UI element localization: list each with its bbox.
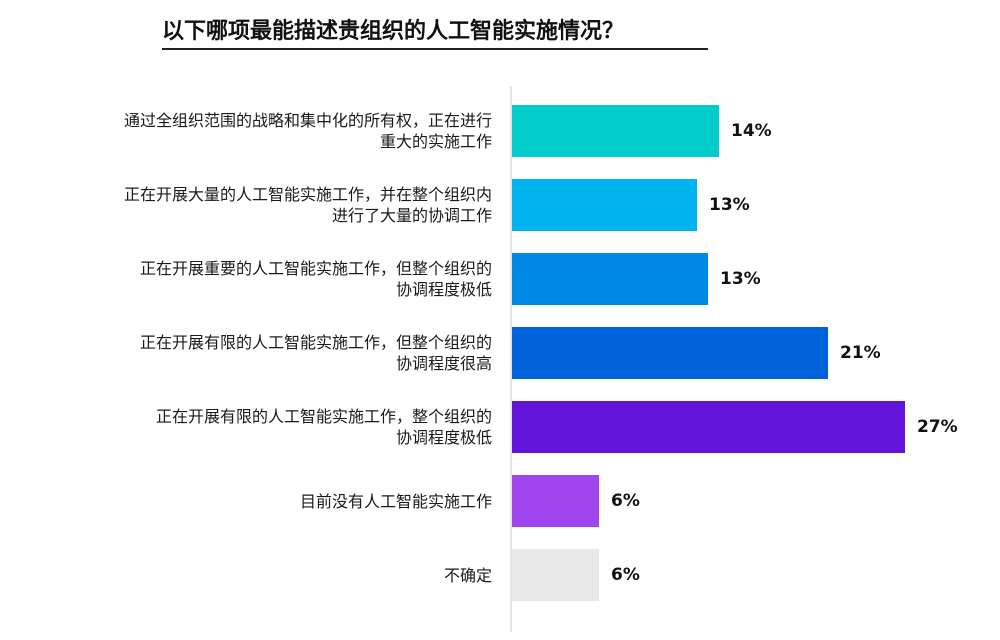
bar-row: 正在开展有限的人工智能实施工作，整个组织的协调程度极低 27% bbox=[0, 401, 1000, 453]
bar bbox=[512, 327, 828, 379]
bar bbox=[512, 105, 719, 157]
category-label: 目前没有人工智能实施工作 bbox=[12, 475, 492, 527]
bar bbox=[512, 401, 905, 453]
category-label: 正在开展大量的人工智能实施工作，并在整个组织内进行了大量的协调工作 bbox=[12, 179, 492, 231]
category-label-line: 正在开展重要的人工智能实施工作，但整个组织的 bbox=[139, 259, 492, 278]
bar bbox=[512, 475, 599, 527]
category-label-line: 正在开展大量的人工智能实施工作，并在整个组织内 bbox=[123, 185, 492, 204]
bar-row: 通过全组织范围的战略和集中化的所有权，正在进行重大的实施工作 14% bbox=[0, 105, 1000, 157]
category-label-line: 协调程度极低 bbox=[395, 428, 492, 447]
category-label-line: 重大的实施工作 bbox=[379, 132, 492, 151]
value-label: 13% bbox=[709, 195, 750, 215]
category-label-line: 目前没有人工智能实施工作 bbox=[299, 491, 492, 511]
value-label: 6% bbox=[611, 565, 640, 585]
category-label-line: 正在开展有限的人工智能实施工作，但整个组织的 bbox=[139, 333, 492, 352]
category-label-line: 不确定 bbox=[443, 565, 492, 585]
category-label: 通过全组织范围的战略和集中化的所有权，正在进行重大的实施工作 bbox=[12, 105, 492, 157]
bar-row: 正在开展大量的人工智能实施工作，并在整个组织内进行了大量的协调工作 13% bbox=[0, 179, 1000, 231]
value-label: 27% bbox=[917, 417, 958, 437]
bar-row: 不确定 6% bbox=[0, 549, 1000, 601]
value-label: 6% bbox=[611, 491, 640, 511]
bar-row: 正在开展重要的人工智能实施工作，但整个组织的协调程度极低 13% bbox=[0, 253, 1000, 305]
bar bbox=[512, 549, 599, 601]
value-label: 21% bbox=[840, 343, 881, 363]
category-label: 不确定 bbox=[12, 549, 492, 601]
bar bbox=[512, 179, 697, 231]
category-label-line: 通过全组织范围的战略和集中化的所有权，正在进行 bbox=[123, 111, 492, 130]
value-label: 13% bbox=[720, 269, 761, 289]
bar-row: 正在开展有限的人工智能实施工作，但整个组织的协调程度很高 21% bbox=[0, 327, 1000, 379]
category-label-line: 协调程度极低 bbox=[395, 280, 492, 299]
bar bbox=[512, 253, 708, 305]
category-label-line: 正在开展有限的人工智能实施工作，整个组织的 bbox=[155, 407, 492, 426]
category-axis-line bbox=[510, 86, 512, 632]
bar-row: 目前没有人工智能实施工作 6% bbox=[0, 475, 1000, 527]
chart-title: 以下哪项最能描述贵组织的人工智能实施情况？ bbox=[162, 16, 708, 50]
category-label-line: 协调程度很高 bbox=[395, 354, 492, 373]
category-label: 正在开展重要的人工智能实施工作，但整个组织的协调程度极低 bbox=[12, 253, 492, 305]
category-label: 正在开展有限的人工智能实施工作，整个组织的协调程度极低 bbox=[12, 401, 492, 453]
value-label: 14% bbox=[731, 121, 772, 141]
category-label-line: 进行了大量的协调工作 bbox=[331, 206, 492, 225]
category-label: 正在开展有限的人工智能实施工作，但整个组织的协调程度很高 bbox=[12, 327, 492, 379]
